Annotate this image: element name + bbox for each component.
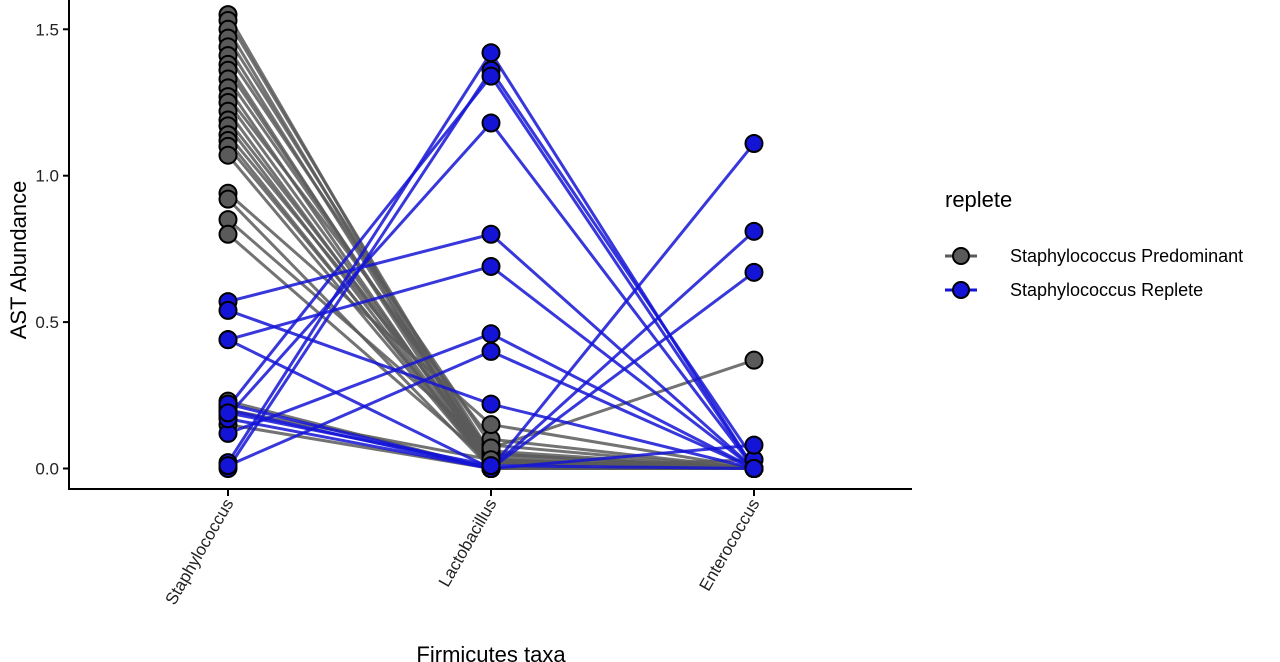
- series-1-sample-9-segment-1: [489, 142, 756, 470]
- series-1-sample-13-point-1: [481, 456, 501, 476]
- series-1-sample-4-segment-0: [227, 232, 492, 304]
- series-1-sample-0-segment-1: [489, 51, 756, 470]
- series-1-sample-13-segment-1: [490, 464, 755, 471]
- series-1-sample-10-segment-1: [489, 230, 756, 470]
- series-1-sample-12-point-2: [744, 435, 764, 455]
- data-points: [218, 5, 764, 479]
- series-0-sample-15-segment-0: [226, 133, 493, 452]
- series-1-sample-7-segment-0: [227, 350, 492, 467]
- series-1-sample-11-point-2: [744, 262, 764, 282]
- x-tick-label-2: Enterococcus: [696, 496, 764, 595]
- series-1-sample-6-segment-0: [227, 332, 492, 435]
- series-1-sample-4-point-1: [481, 224, 501, 244]
- series-0-sample-22-point-0: [218, 224, 238, 244]
- y-tick-label-3: 1.5: [35, 20, 59, 39]
- series-0-sample-22-segment-0: [227, 233, 492, 464]
- legend-key-point-1: [952, 281, 970, 299]
- series-1-sample-11-segment-1: [490, 271, 755, 470]
- x-tick-label-1: Lactobacillus: [435, 496, 501, 591]
- legend-title: replete: [945, 187, 1012, 212]
- y-tick-label-1: 0.5: [35, 313, 59, 332]
- series-1-sample-9-point-2: [744, 133, 764, 153]
- series-1-sample-3-point-1: [481, 113, 501, 133]
- legend-label-0: Staphylococcus Predominant: [1010, 246, 1243, 266]
- series-0-sample-13-segment-0: [226, 119, 493, 458]
- series-1-sample-3-segment-1: [489, 122, 756, 470]
- series-1-sample-8-point-0: [218, 300, 238, 320]
- series-0-sample-19-segment-0: [227, 192, 492, 426]
- series-1-sample-10-point-2: [744, 221, 764, 241]
- legend: replete Staphylococcus PredominantStaphy…: [945, 187, 1243, 300]
- series-1-sample-11-segment-0: [227, 417, 492, 470]
- series-0-sample-18-segment-0: [226, 154, 493, 470]
- series-0-sample-21-segment-0: [227, 218, 492, 450]
- x-axis-ticks: Staphylococcus Lactobacillus Enterococcus: [161, 489, 763, 608]
- y-tick-label-2: 1.0: [35, 167, 59, 186]
- series-1-sample-7-point-1: [481, 341, 501, 361]
- series-1-sample-6-point-1: [481, 324, 501, 344]
- y-axis-title: AST Abundance: [6, 181, 31, 340]
- series-lines: [226, 13, 756, 471]
- series-1-sample-9-point-0: [218, 330, 238, 350]
- series-1-sample-13-segment-0: [227, 411, 492, 468]
- series-1-sample-2-segment-1: [489, 75, 756, 470]
- series-1-sample-6-segment-1: [490, 332, 755, 470]
- y-axis-ticks: 0.0 0.5 1.0 1.5: [35, 20, 69, 479]
- series-1-sample-0-segment-0: [226, 51, 493, 464]
- series-1-sample-5-segment-1: [490, 265, 755, 470]
- y-tick-label-0: 0.0: [35, 460, 59, 479]
- series-0-sample-19-point-1: [481, 415, 501, 435]
- legend-label-1: Staphylococcus Replete: [1010, 280, 1203, 300]
- legend-entries: Staphylococcus Predominant Staphylococcus…: [945, 246, 1243, 300]
- series-0-sample-21-point-2: [744, 350, 764, 370]
- series-1-sample-13-point-0: [218, 403, 238, 423]
- series-1-sample-2-segment-0: [226, 75, 493, 408]
- series-1-sample-8-segment-0: [227, 308, 492, 406]
- series-1-sample-7-point-0: [218, 456, 238, 476]
- series-1-sample-9-segment-0: [227, 338, 492, 470]
- series-0-sample-20-point-0: [218, 189, 238, 209]
- series-1-sample-5-point-1: [481, 256, 501, 276]
- series-1-sample-1-segment-1: [489, 69, 756, 461]
- series-0-sample-18-point-0: [218, 145, 238, 165]
- series-1-sample-13-point-2: [744, 459, 764, 479]
- x-axis-title: Firmicutes taxa: [416, 642, 566, 662]
- legend-key-point-0: [952, 247, 970, 265]
- series-0-sample-10-segment-1: [490, 437, 755, 470]
- series-1-sample-2-point-1: [481, 66, 501, 86]
- series-0-sample-21-segment-1: [490, 358, 755, 450]
- x-tick-label-0: Staphylococcus: [161, 496, 237, 609]
- series-1-sample-8-point-1: [481, 394, 501, 414]
- series-1-sample-0-point-1: [481, 43, 501, 63]
